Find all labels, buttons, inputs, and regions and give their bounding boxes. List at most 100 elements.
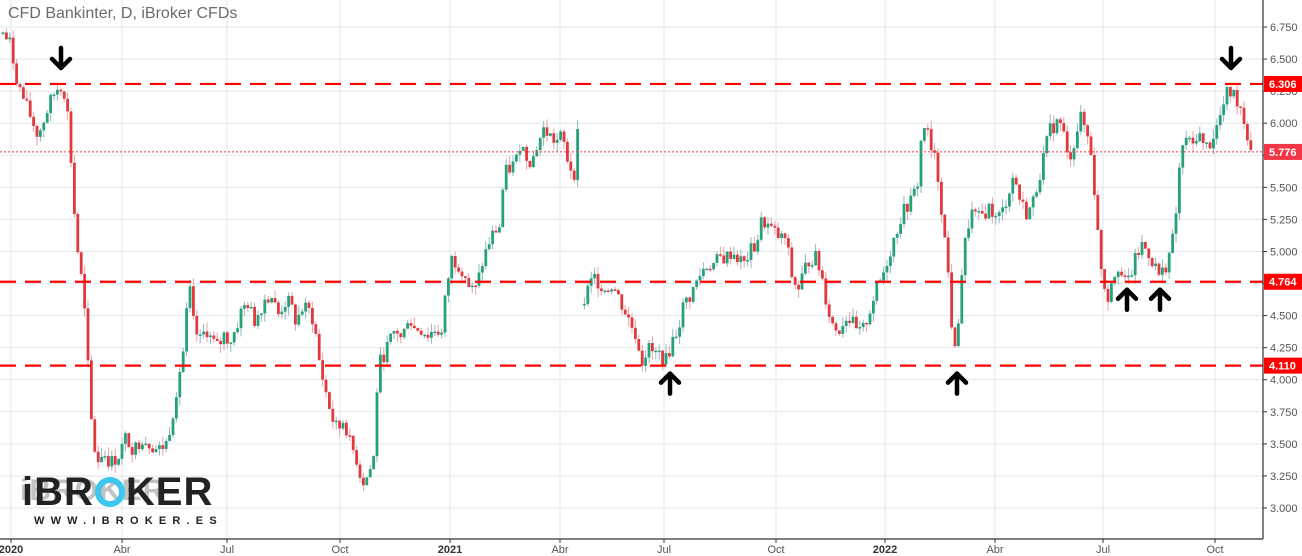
candle-down	[1021, 199, 1025, 202]
candle-up	[181, 351, 185, 373]
candle-up	[912, 188, 916, 196]
candle-up	[916, 186, 919, 189]
candle-up	[8, 37, 12, 40]
annotation-arrows	[49, 45, 1243, 396]
candle-up	[222, 332, 226, 345]
candle-down	[362, 477, 365, 486]
candle-up	[134, 442, 137, 455]
candle-down	[93, 419, 97, 452]
candle-down	[66, 98, 69, 112]
candle-up	[1130, 275, 1134, 277]
candle-down	[562, 131, 566, 142]
candle-down	[62, 91, 66, 99]
candle-down	[651, 343, 654, 352]
logo-prefix: iBR	[22, 470, 94, 514]
candle-up	[872, 300, 875, 314]
candle-up	[1031, 196, 1035, 208]
ytick-label: 6.000	[1270, 118, 1298, 130]
candle-up	[542, 127, 545, 138]
candle-down	[634, 327, 637, 340]
candle-down	[494, 230, 498, 233]
arrow-up-icon	[945, 371, 969, 396]
candle-up	[498, 227, 501, 233]
chart-grid	[0, 0, 1263, 539]
candle-down	[277, 302, 280, 315]
candle-down	[946, 237, 950, 273]
candle-up	[610, 289, 613, 292]
candle-down	[1164, 267, 1168, 273]
time-axis[interactable]: 2020 Abr Jul Oct 2021 Abr Jul Oct 2022 Abr Jul Oct	[0, 538, 1263, 556]
candle-up	[1079, 111, 1083, 132]
candle-down	[416, 328, 420, 331]
candle-up	[511, 161, 515, 173]
candle-down	[338, 420, 341, 429]
xtick-label: 2021	[438, 544, 462, 556]
price-axis[interactable]: 6.7506.5006.2506.0005.7505.5005.2505.000…	[1262, 0, 1302, 539]
candle-down	[453, 255, 457, 268]
candle-up	[164, 440, 168, 449]
xtick-label: 2022	[873, 544, 897, 556]
candle-up	[1195, 141, 1198, 144]
candle-up	[188, 286, 192, 309]
candle-down	[348, 435, 352, 437]
candle-up	[555, 139, 559, 143]
candle-up	[518, 150, 522, 155]
candle-down	[1201, 133, 1205, 143]
candle-up	[715, 254, 719, 263]
candle-up	[875, 281, 879, 301]
candle-down	[18, 84, 22, 88]
candle-up	[406, 323, 409, 329]
candle-up	[1198, 133, 1202, 142]
candle-down	[1235, 89, 1239, 107]
candle-down	[351, 435, 355, 451]
ytick-label: 6.500	[1270, 54, 1298, 66]
candle-up	[504, 164, 508, 190]
candle-down	[606, 290, 610, 293]
candle-up	[1076, 131, 1079, 149]
ytick-label: 6.750	[1270, 22, 1298, 34]
xtick-label: Jul	[1096, 544, 1110, 556]
candle-up	[997, 212, 1001, 216]
candle-down	[719, 254, 722, 256]
candle-up	[202, 331, 205, 335]
candle-up	[977, 210, 981, 213]
candle-down	[906, 203, 909, 212]
candle-up	[280, 311, 284, 315]
candle-up	[1, 32, 5, 34]
candle-up	[124, 433, 127, 444]
candle-up	[919, 140, 923, 187]
candle-down	[1065, 131, 1069, 153]
candle-down	[627, 314, 630, 318]
candle-up	[379, 354, 382, 393]
candle-down	[79, 252, 83, 274]
candle-down	[708, 268, 712, 271]
candle-down	[834, 323, 838, 331]
candle-up	[654, 350, 658, 353]
candle-down	[35, 125, 39, 137]
candle-down	[943, 214, 947, 238]
candle-down	[147, 443, 151, 449]
candle-down	[15, 63, 18, 85]
candle-up	[712, 262, 715, 270]
candle-up	[389, 333, 392, 342]
ytick-label: 3.500	[1270, 439, 1298, 451]
candle-up	[447, 278, 450, 296]
ytick-label: 5.000	[1270, 246, 1298, 258]
candle-down	[763, 217, 766, 228]
candle-down	[73, 162, 76, 214]
candle-up	[304, 302, 307, 312]
candle-up	[1001, 207, 1004, 213]
candle-up	[1110, 283, 1113, 302]
candle-up	[433, 331, 437, 334]
candle-down	[205, 331, 209, 338]
candle-up	[647, 343, 651, 358]
candle-up	[1035, 192, 1038, 197]
candle-up	[1048, 123, 1052, 137]
candle-down	[96, 451, 100, 463]
candle-down	[838, 330, 841, 334]
level-price-badge-label: 4.110	[1269, 361, 1296, 373]
support-resistance-levels	[0, 82, 1263, 367]
candle-up	[487, 244, 491, 250]
xtick-label: Abr	[113, 544, 130, 556]
